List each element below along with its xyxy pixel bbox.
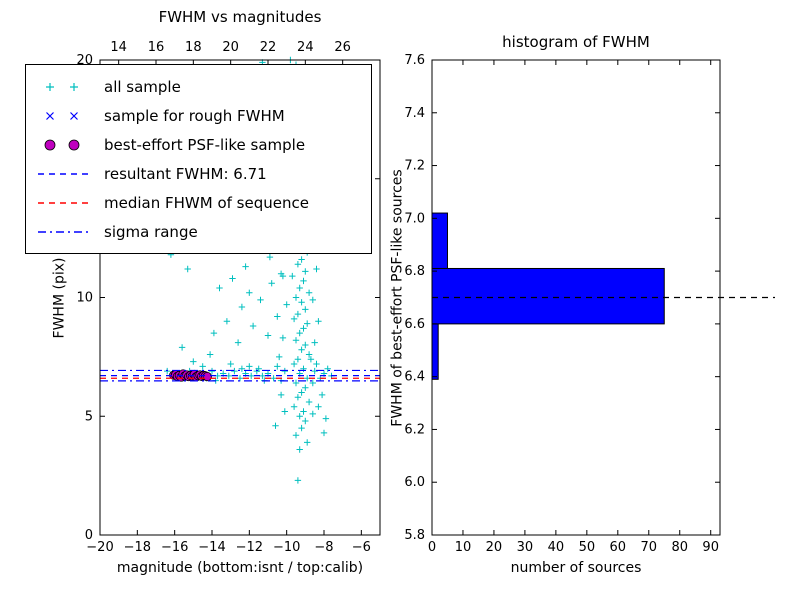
dashed-line-icon [36,193,94,213]
svg-text:−8: −8 [314,540,333,555]
legend-label-rough-fwhm: sample for rough FWHM [104,106,285,125]
svg-text:5: 5 [85,409,93,424]
svg-text:6.6: 6.6 [404,317,425,332]
right-plot-title: histogram of FWHM [502,33,650,51]
svg-text:40: 40 [548,540,565,555]
legend-row-rough-fwhm: sample for rough FWHM [36,101,361,130]
svg-text:24: 24 [297,40,314,55]
svg-text:5.8: 5.8 [404,528,425,543]
svg-text:10: 10 [455,540,472,555]
svg-text:−20: −20 [86,540,113,555]
dashed-line-icon [36,164,94,184]
legend-row-sigma-range: sigma range [36,217,361,246]
svg-text:−6: −6 [352,540,371,555]
svg-text:80: 80 [671,540,688,555]
svg-text:30: 30 [517,540,534,555]
svg-text:7.4: 7.4 [404,106,425,121]
legend-label-median-fwhm: median FHWM of sequence [104,193,309,212]
svg-text:−18: −18 [124,540,151,555]
legend-label-sigma-range: sigma range [104,222,198,241]
svg-text:20: 20 [222,40,239,55]
legend-row-all-sample: all sample [36,72,361,101]
svg-text:14: 14 [110,40,127,55]
svg-text:7.6: 7.6 [404,53,425,68]
svg-text:7.2: 7.2 [404,159,425,174]
right-xaxis-label: number of sources [510,560,642,576]
legend-label-all-sample: all sample [104,77,181,96]
plus-marker-icon [36,77,94,97]
legend: all sample sample for rough FWHM best-ef… [25,64,372,254]
svg-text:50: 50 [579,540,596,555]
legend-row-resultant-fwhm: resultant FWHM: 6.71 [36,159,361,188]
svg-text:6.8: 6.8 [404,264,425,279]
svg-text:0: 0 [85,528,93,543]
svg-text:70: 70 [641,540,658,555]
svg-text:16: 16 [148,40,165,55]
svg-text:0: 0 [428,540,436,555]
svg-text:22: 22 [260,40,277,55]
svg-text:10: 10 [76,291,93,306]
svg-text:6.0: 6.0 [404,475,425,490]
legend-label-psf-sample: best-effort PSF-like sample [104,135,306,154]
svg-text:20: 20 [486,540,503,555]
circle-marker-icon [36,135,94,155]
svg-text:60: 60 [610,540,627,555]
legend-label-resultant-fwhm: resultant FWHM: 6.71 [104,164,267,183]
legend-row-median-fwhm: median FHWM of sequence [36,188,361,217]
svg-text:26: 26 [334,40,351,55]
x-marker-icon [36,106,94,126]
svg-text:−10: −10 [273,540,300,555]
legend-row-psf-sample: best-effort PSF-like sample [36,130,361,159]
svg-text:90: 90 [702,540,719,555]
left-plot-title: FWHM vs magnitudes [158,8,322,26]
svg-text:−14: −14 [198,540,225,555]
svg-text:7.0: 7.0 [404,211,425,226]
left-xaxis-label: magnitude (bottom:isnt / top:calib) [116,560,364,576]
svg-text:18: 18 [185,40,202,55]
svg-text:−12: −12 [236,540,263,555]
svg-text:6.2: 6.2 [404,422,425,437]
svg-text:−16: −16 [161,540,188,555]
right-yaxis-label: FWHM of best-effort PSF-like sources [389,169,406,427]
svg-text:6.4: 6.4 [404,370,425,385]
dashdot-line-icon [36,222,94,242]
